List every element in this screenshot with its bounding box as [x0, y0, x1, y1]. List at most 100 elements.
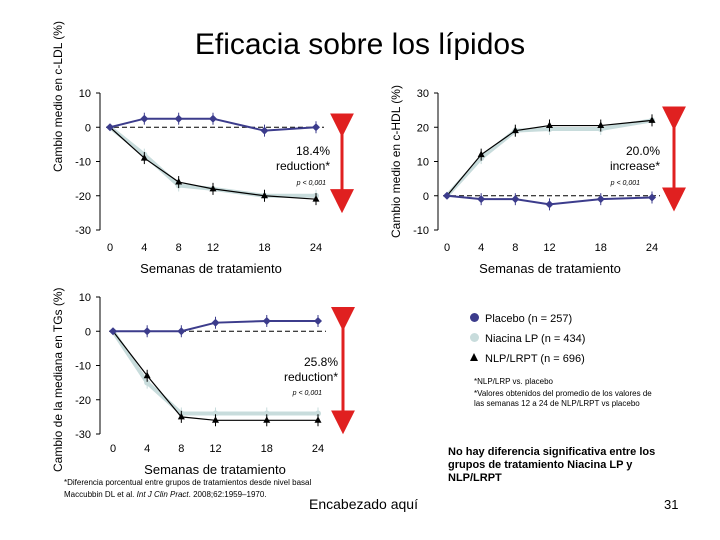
hdl-point-nlprpt [546, 121, 553, 129]
ldl-y-tick-label: -10 [75, 157, 91, 169]
ldl-x-tick-label: 0 [107, 242, 113, 254]
ldl-x-tick-label: 4 [141, 242, 147, 254]
ldl-y-tick-label: -30 [75, 225, 91, 237]
ldl-point-nlprpt [175, 178, 183, 185]
legend-placebo: Placebo (n = 257) [467, 313, 572, 325]
tg-x-axis-label: Semanas de tratamiento [144, 462, 286, 477]
citation-journal: Int J Clin Pract [136, 490, 189, 499]
citation-prefix: Maccubbin DL et al. [64, 490, 137, 499]
legend-niacina: Niacina LP (n = 434) [467, 333, 585, 345]
ldl-y-tick-label: 10 [79, 88, 91, 100]
legend-nlprpt: NLP/LRPT (n = 696) [467, 352, 585, 365]
hdl-point-placebo [596, 195, 605, 204]
hdl-chart: 30 20 10 0 -10 0 4 8 12 18 24 Semanas de tratamient… [413, 88, 686, 276]
ldl-point-nlprpt [312, 195, 320, 202]
hdl-y-tick-label: 10 [417, 157, 429, 169]
legend-nlprpt-label: NLP/LRPT (n = 696) [485, 352, 585, 365]
hdl-y-tick-label: -10 [413, 225, 429, 237]
hdl-x-axis-label: Semanas de tratamiento [479, 261, 621, 276]
hdl-x-tick-label: 8 [512, 242, 518, 254]
hdl-point-nlprpt [477, 150, 485, 158]
hdl-point-placebo [511, 195, 520, 204]
hdl-point-placebo [477, 195, 486, 204]
tg-point-niacina [212, 410, 219, 417]
ldl-point-placebo [140, 114, 149, 123]
hdl-point-nlprpt [597, 121, 605, 129]
tg-p-value: p < 0,001 [292, 390, 322, 397]
tg-annotation: 25.8% reduction* [284, 355, 338, 384]
tg-point-nlprpt [263, 416, 271, 423]
ldl-series-nlprpt [109, 126, 317, 200]
ldl-x-tick-label: 18 [258, 242, 270, 254]
hdl-x-tick-label: 12 [543, 242, 555, 254]
hdl-series-nlprpt [446, 119, 653, 197]
tg-x-tick-label: 8 [178, 443, 184, 455]
tg-point-placebo [177, 327, 186, 336]
page-title: Eficacia sobre los lípidos [194, 28, 526, 61]
tg-point-placebo [109, 327, 117, 336]
tg-series-placebo [113, 319, 318, 333]
ldl-point-nlprpt [261, 191, 268, 199]
tg-series-nlprpt [112, 330, 318, 421]
tg-point-niacina [315, 410, 321, 417]
tg-x-tick-label: 0 [110, 443, 116, 455]
ldl-p-value: p < 0,001 [296, 180, 326, 187]
tg-x-tick-label: 12 [209, 443, 221, 455]
note-star2: *Valores obtenidos del promedio de los v… [474, 389, 652, 408]
tg-x-tick-label: 18 [261, 443, 273, 455]
ldl-point-nlprpt [140, 154, 148, 161]
tg-point-niacina [263, 410, 270, 417]
citation-suffix: . 2008;62:1959–1970. [188, 490, 267, 499]
tg-y-tick-label: 10 [79, 292, 91, 304]
tg-x-tick-label: 24 [312, 443, 324, 455]
niacina-marker-icon [467, 333, 481, 345]
tg-x-tick-label: 4 [144, 443, 150, 455]
ldl-chart: 10 0 -10 -20 -30 0 4 8 12 18 24 Semanas de tratamie… [75, 88, 354, 276]
tg-chart: 10 0 -10 -20 -30 0 4 8 12 18 24 Semanas de tratamie… [75, 292, 355, 477]
ldl-y-tick-label: 0 [85, 122, 91, 134]
tg-point-placebo [211, 318, 220, 327]
ldl-y-tick-label: -20 [75, 191, 91, 203]
ldl-x-tick-label: 24 [310, 242, 322, 254]
triangle-marker-icon [467, 352, 481, 365]
hdl-series-niacina [445, 118, 653, 198]
hdl-annotation: 20.0% increase* [610, 144, 660, 173]
hdl-point-placebo [545, 200, 554, 209]
tg-point-nlprpt [177, 412, 185, 420]
hdl-x-tick-label: 24 [646, 242, 658, 254]
ldl-x-tick-label: 8 [176, 242, 182, 254]
ldl-x-tick-label: 12 [207, 242, 219, 254]
hdl-point-nlprpt [511, 126, 519, 134]
ldl-annotation: 18.4% reduction* [276, 144, 330, 173]
note-star1: *NLP/LRP vs. placebo [474, 377, 554, 386]
hdl-y-tick-label: 30 [417, 88, 429, 100]
ldl-point-placebo [260, 126, 269, 135]
legend-niacina-label: Niacina LP (n = 434) [485, 333, 586, 345]
ldl-point-nlprpt [209, 184, 217, 192]
tg-series-niacina [111, 330, 318, 416]
tg-point-nlprpt [143, 371, 151, 379]
hdl-x-tick-label: 18 [595, 242, 607, 254]
hdl-point-nlprpt [648, 116, 656, 123]
tg-y-tick-label: -10 [75, 361, 91, 373]
tg-point-placebo [262, 316, 271, 325]
footnote: *Diferencia porcentual entre grupos de t… [64, 478, 312, 487]
tg-point-nlprpt [212, 416, 219, 423]
tg-y-tick-label: 0 [85, 326, 91, 338]
tg-y-tick-label: -30 [75, 429, 91, 441]
tg-point-niacina [144, 379, 151, 386]
hdl-p-value: p < 0,001 [610, 180, 640, 187]
hdl-series-placebo [446, 194, 653, 206]
tg-point-placebo [143, 327, 152, 336]
tg-point-nlprpt [314, 416, 322, 423]
hdl-x-tick-label: 0 [444, 242, 450, 254]
hdl-y-tick-label: 20 [417, 122, 429, 134]
tg-y-tick-label: -20 [75, 395, 91, 407]
hdl-x-tick-label: 4 [478, 242, 484, 254]
placebo-marker-icon [467, 313, 481, 325]
legend-placebo-label: Placebo (n = 257) [485, 313, 573, 325]
ldl-x-axis-label: Semanas de tratamiento [140, 261, 282, 276]
note-no-difference: No hay diferencia significativa entre lo… [448, 446, 656, 484]
citation: Maccubbin DL et al. Int J Clin Pract. 20… [64, 490, 394, 500]
